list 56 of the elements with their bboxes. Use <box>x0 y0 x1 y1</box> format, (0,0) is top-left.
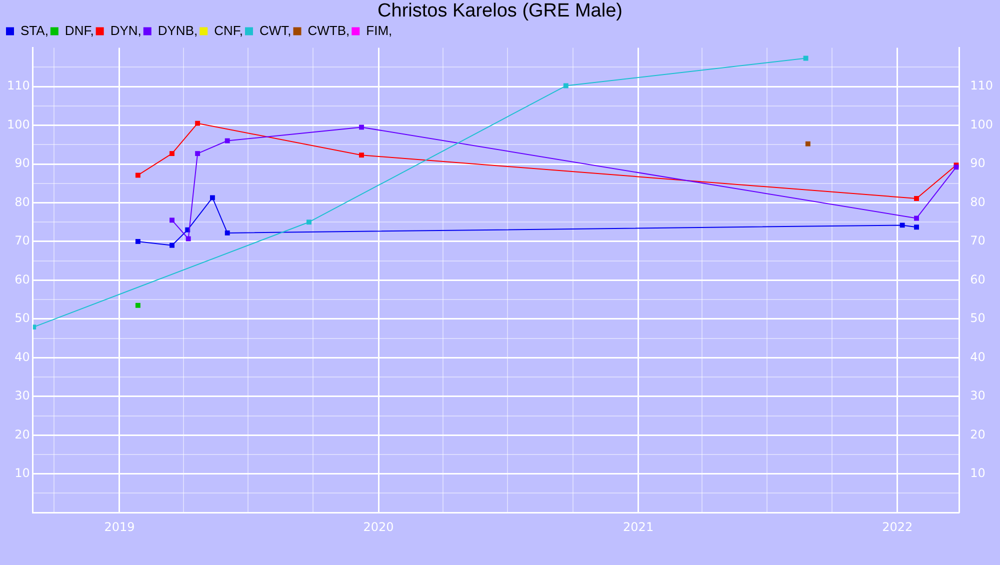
point <box>224 138 230 144</box>
y2-tick-label: 70 <box>970 234 986 248</box>
x-tick-label: 2020 <box>363 520 394 534</box>
legend-label: DNF, <box>64 22 94 38</box>
y-tick-label: 80 <box>14 194 30 209</box>
y-tick-label: 20 <box>14 427 30 442</box>
point <box>210 195 215 200</box>
point <box>195 151 200 156</box>
point <box>359 152 364 158</box>
y-tick-label: 100 <box>7 117 30 132</box>
point <box>170 151 174 156</box>
point <box>359 124 364 130</box>
y2-tick-label: 20 <box>970 427 986 442</box>
y2-tick-label: 50 <box>970 311 986 326</box>
y2-tick-label: 80 <box>970 194 986 209</box>
point <box>306 220 312 225</box>
legend-label: DYNB, <box>158 22 198 38</box>
point <box>914 216 919 221</box>
y-tick-label: 50 <box>14 311 30 326</box>
point <box>900 222 905 228</box>
legend-label: STA, <box>20 22 48 38</box>
y-tick-label: 90 <box>14 156 30 170</box>
y-tick-label: 40 <box>14 350 30 364</box>
y2-tick-label: 30 <box>970 388 986 403</box>
y2-tick-label: 110 <box>970 78 993 93</box>
legend-label: DYN, <box>110 22 142 38</box>
x-tick-label: 2022 <box>882 520 913 534</box>
y-tick-label: 110 <box>7 78 30 93</box>
y2-tick-label: 100 <box>970 117 993 132</box>
y-tick-label: 10 <box>14 466 30 480</box>
point <box>135 238 140 244</box>
y-tick-label: 70 <box>14 234 30 248</box>
point <box>170 218 174 223</box>
x-tick-label: 2019 <box>104 520 135 534</box>
y2-tick-label: 40 <box>970 350 986 364</box>
point <box>563 83 568 88</box>
point <box>186 236 191 242</box>
point <box>224 230 230 236</box>
x-tick-label: 2021 <box>623 520 654 534</box>
y-tick-label: 30 <box>14 388 30 403</box>
y2-tick-label: 10 <box>970 466 986 480</box>
chart-title: Christos Karelos (GRE Male) <box>378 0 622 22</box>
legend-label: FIM, <box>366 22 392 38</box>
legend-label: CNF, <box>214 22 243 38</box>
point <box>914 196 919 201</box>
point <box>803 56 808 61</box>
y2-tick-label: 60 <box>970 272 986 286</box>
point <box>170 242 174 248</box>
point <box>135 172 140 178</box>
point <box>32 324 36 330</box>
legend-label: CWTB, <box>308 22 350 38</box>
y-tick-label: 60 <box>14 272 30 286</box>
point <box>914 224 919 230</box>
y2-tick-label: 90 <box>970 156 986 170</box>
legend-label: CWT, <box>259 22 292 38</box>
point <box>195 120 200 126</box>
